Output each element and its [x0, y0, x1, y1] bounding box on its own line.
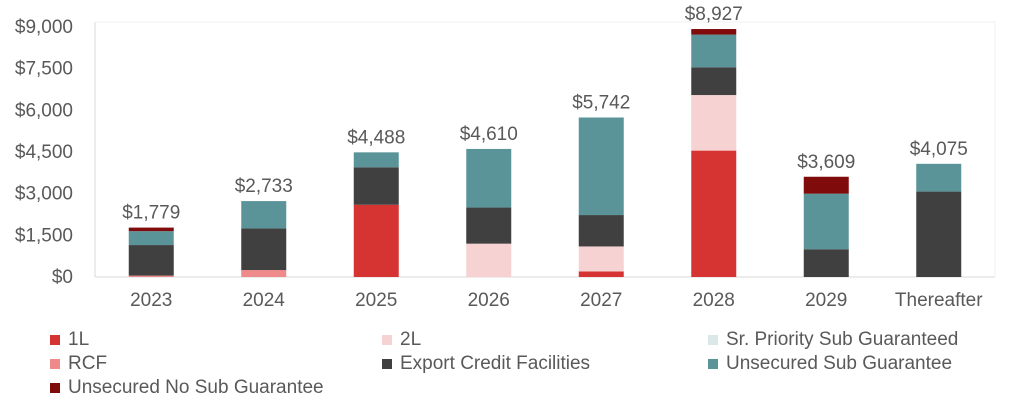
y-tick-label: $9,000	[15, 17, 73, 38]
bar-segment-2l	[691, 95, 737, 151]
bar-segment-1l	[353, 204, 399, 277]
bar-segment-unsecured-sub-guarantee	[691, 34, 737, 68]
chart-legend: 1L 2L Sr. Priority Sub Guaranteed RCF Export…	[0, 328, 1011, 418]
legend-swatch	[382, 359, 392, 369]
legend-item: 1L	[50, 328, 89, 352]
bar-total-label: $3,609	[797, 152, 855, 173]
bar-segment-unsecured-sub-guarantee	[916, 163, 962, 192]
bar-segment-1l	[691, 150, 737, 277]
legend-item: Sr. Priority Sub Guaranteed	[708, 328, 958, 352]
x-tick-label: 2029	[805, 290, 847, 311]
bar-segment-unsecured-sub-guarantee	[803, 193, 849, 250]
bar-total-label: $5,742	[572, 93, 630, 114]
legend-swatch	[50, 335, 60, 345]
y-tick-label: $7,500	[15, 59, 73, 80]
legend-label: 2L	[400, 329, 422, 350]
legend-item: 2L	[382, 328, 421, 352]
bar-segment-export-credit-facilities	[578, 215, 624, 247]
bar-segment-1l	[578, 271, 624, 277]
bar-segment-rcf	[128, 275, 174, 277]
y-tick-label: $0	[52, 267, 73, 288]
legend-swatch	[50, 359, 60, 369]
bar-segment-unsecured-no-sub-guarantee	[803, 176, 849, 194]
bar-segment-export-credit-facilities	[466, 207, 512, 244]
x-tick-label: 2027	[580, 290, 622, 311]
legend-swatch	[382, 335, 392, 345]
bar-segment-unsecured-sub-guarantee	[578, 117, 624, 216]
legend-label: Unsecured No Sub Guarantee	[68, 377, 324, 398]
x-tick-label: 2024	[243, 290, 286, 311]
x-tick-label: 2026	[468, 290, 510, 311]
bar-segment-unsecured-sub-guarantee	[128, 231, 174, 246]
bar-segment-unsecured-sub-guarantee	[353, 152, 399, 168]
bar-segment-export-credit-facilities	[691, 67, 737, 96]
x-tick-label: Thereafter	[895, 290, 983, 311]
bar-segment-unsecured-sub-guarantee	[466, 148, 512, 208]
bar-total-label: $2,733	[235, 176, 293, 197]
x-tick-label: 2025	[355, 290, 397, 311]
bar-segment-export-credit-facilities	[241, 228, 287, 271]
bar-total-label: $4,075	[910, 139, 968, 160]
y-tick-label: $3,000	[15, 184, 73, 205]
bar-segment-export-credit-facilities	[916, 191, 962, 277]
y-tick-label: $6,000	[15, 100, 73, 121]
stacked-bar-chart: $0 $1,500 $3,000 $4,500 $6,000 $7,500 $9,000 $1…	[15, 4, 996, 311]
bar-segment-2l	[578, 246, 624, 272]
y-tick-label: $4,500	[15, 142, 73, 163]
bar-segment-export-credit-facilities	[128, 245, 174, 276]
bar-segment-2l	[466, 243, 512, 277]
legend-swatch	[708, 359, 718, 369]
bar-total-label: $4,610	[460, 124, 518, 145]
legend-label: Unsecured Sub Guarantee	[726, 353, 953, 374]
bar-segment-rcf	[241, 270, 287, 277]
bar-segment-unsecured-sub-guarantee	[241, 201, 287, 229]
bar-segment-export-credit-facilities	[803, 249, 849, 277]
bar-total-label: $8,927	[685, 4, 743, 25]
legend-label: Sr. Priority Sub Guaranteed	[726, 329, 959, 350]
legend-item: Export Credit Facilities	[382, 352, 590, 376]
legend-label: 1L	[68, 329, 90, 350]
legend-swatch	[708, 335, 718, 345]
bar-segment-unsecured-no-sub-guarantee	[128, 227, 174, 232]
legend-label: Export Credit Facilities	[400, 353, 591, 374]
y-tick-label: $1,500	[15, 225, 73, 246]
bar-total-label: $4,488	[347, 127, 405, 148]
bar-segment-unsecured-no-sub-guarantee	[691, 29, 737, 35]
legend-label: RCF	[68, 353, 108, 374]
legend-item: RCF	[50, 352, 107, 376]
legend-swatch	[50, 383, 60, 393]
x-tick-label: 2028	[693, 290, 735, 311]
legend-item: Unsecured Sub Guarantee	[708, 352, 952, 376]
bar-total-label: $1,779	[122, 203, 180, 224]
bar-segment-export-credit-facilities	[353, 167, 399, 205]
legend-item: Unsecured No Sub Guarantee	[50, 376, 324, 400]
x-tick-label: 2023	[130, 290, 172, 311]
